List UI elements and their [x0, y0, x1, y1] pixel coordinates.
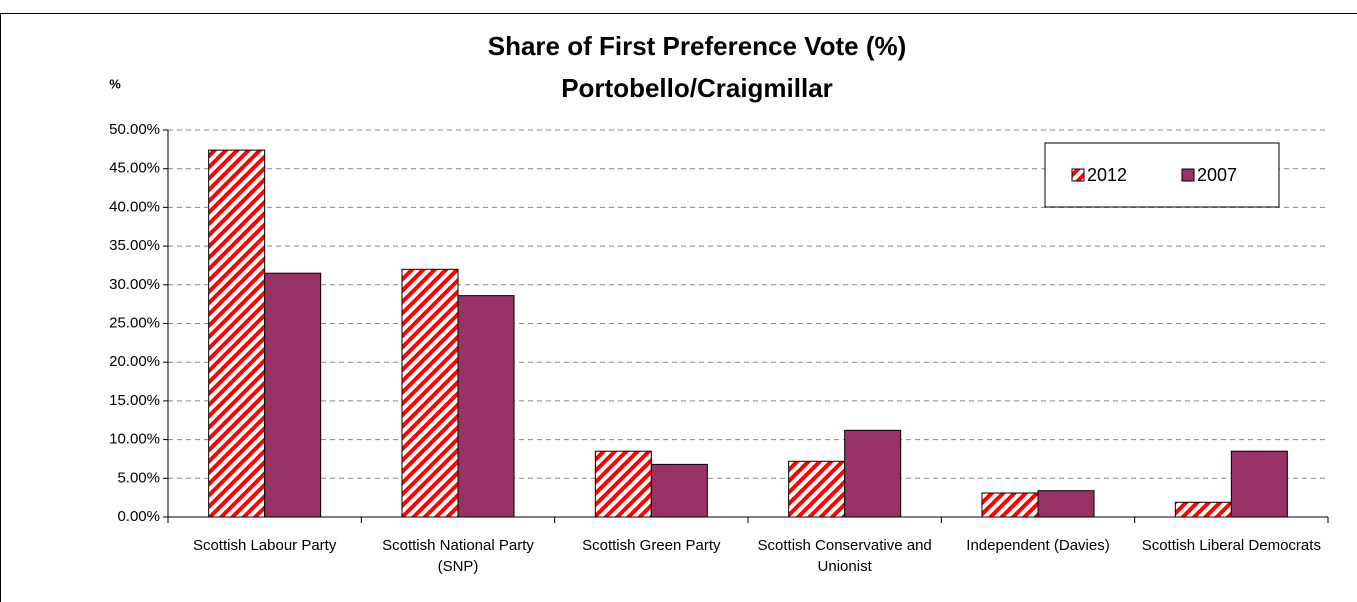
- y-tick-label: 10.00%: [109, 431, 160, 448]
- y-tick-label: 50.00%: [109, 121, 160, 138]
- bar: [208, 149, 266, 518]
- bar: [981, 492, 1039, 518]
- bar: [788, 460, 846, 518]
- bar: [1230, 450, 1288, 518]
- y-tick-label: 20.00%: [109, 353, 160, 370]
- bar: [844, 429, 902, 518]
- y-tick-label: 35.00%: [109, 237, 160, 254]
- y-tick-label: 25.00%: [109, 314, 160, 331]
- x-tick-label: Scottish National Party (SNP): [382, 537, 534, 575]
- chart-subtitle: Portobello/Craigmillar: [561, 73, 833, 103]
- legend-label: 2007: [1197, 165, 1237, 185]
- bar: [457, 295, 515, 518]
- x-tick-label: Scottish Labour Party: [192, 537, 337, 554]
- chart-title: Share of First Preference Vote (%): [488, 31, 907, 61]
- x-tick-label: Scottish Liberal Democrats: [1141, 537, 1321, 554]
- legend-swatch: [1071, 168, 1085, 182]
- legend-label: 2012: [1087, 165, 1127, 185]
- bar: [401, 268, 459, 518]
- y-tick-label: 45.00%: [109, 160, 160, 177]
- x-tick-label: Independent (Davies): [966, 537, 1110, 554]
- bar: [264, 272, 322, 518]
- bar: [650, 463, 708, 518]
- bar: [1037, 490, 1095, 518]
- y-tick-label: 15.00%: [109, 392, 160, 409]
- bar: [1174, 501, 1232, 518]
- y-tick-label: 30.00%: [109, 276, 160, 293]
- y-tick-label: 5.00%: [117, 469, 160, 486]
- y-tick-label: 0.00%: [117, 508, 160, 525]
- legend-swatch: [1181, 168, 1195, 182]
- y-axis-label: %: [109, 76, 121, 91]
- x-tick-label: Scottish Green Party: [582, 537, 721, 554]
- y-tick-label: 40.00%: [109, 198, 160, 215]
- x-tick-label: Scottish Conservative and Unionist: [757, 537, 932, 575]
- bar: [594, 450, 652, 518]
- chart-frame: [0, 13, 1357, 602]
